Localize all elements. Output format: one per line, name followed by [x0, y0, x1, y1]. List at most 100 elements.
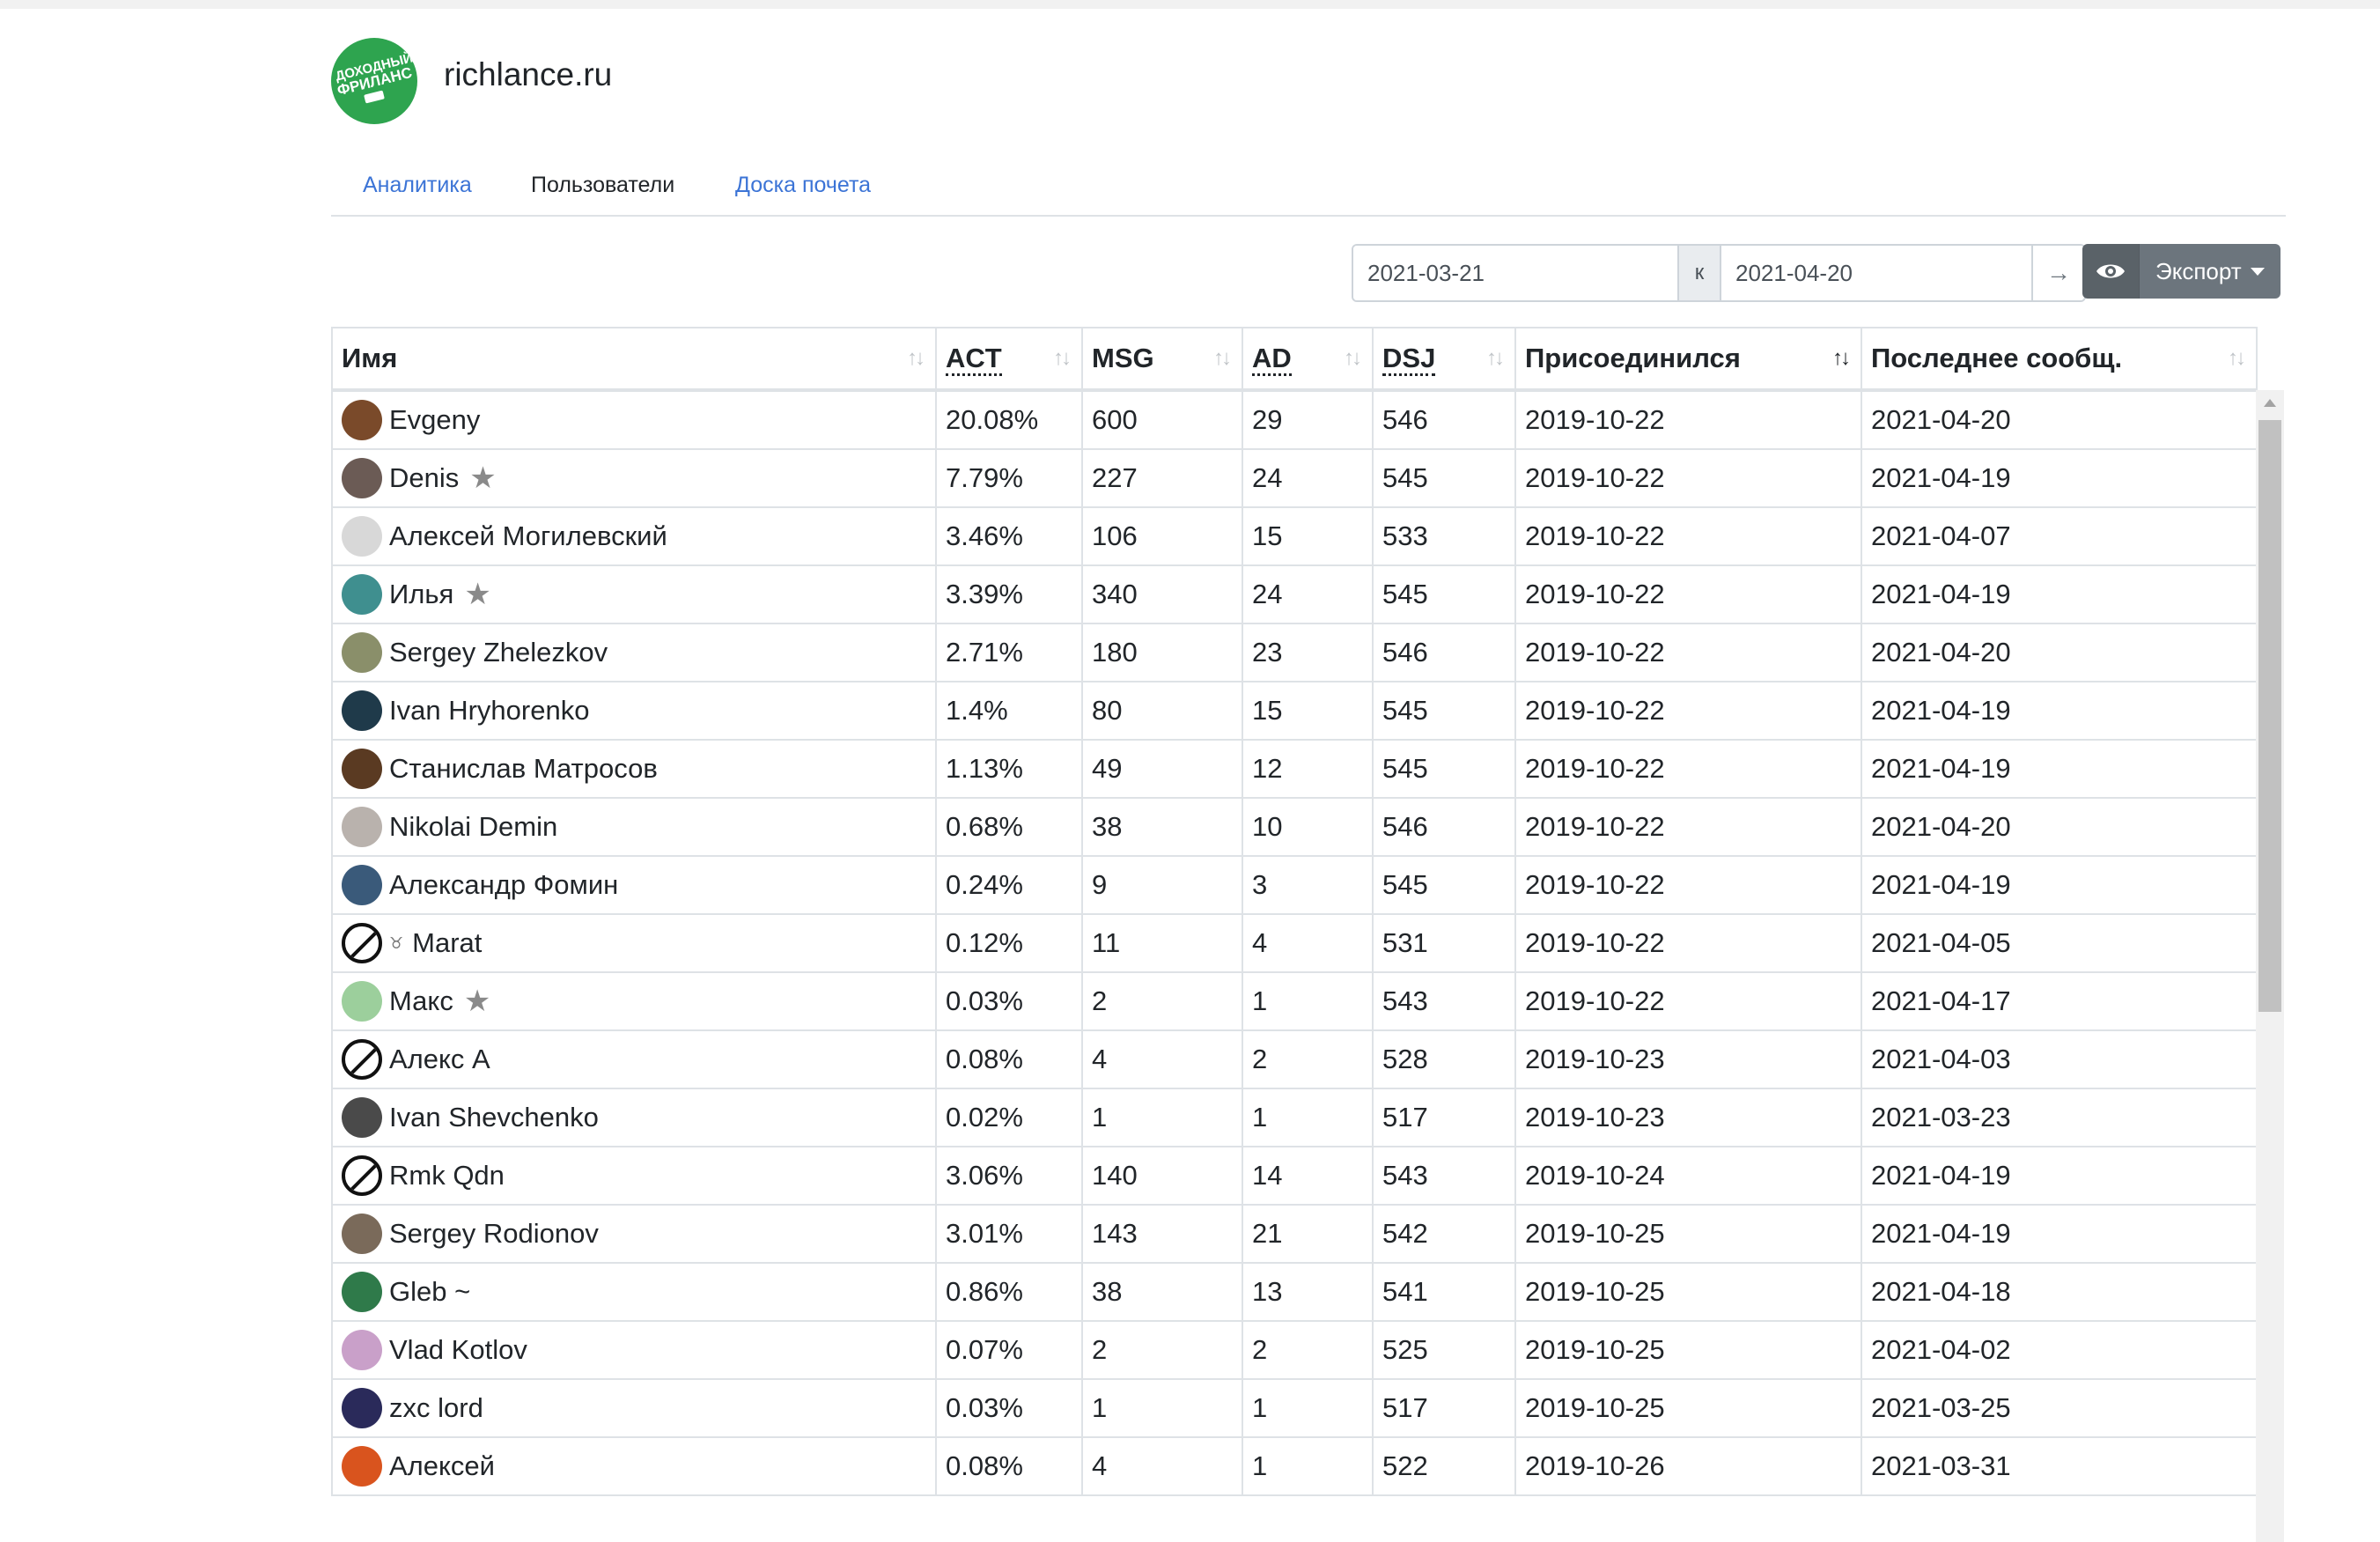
cell-joined: 2019-10-23 — [1514, 1088, 1862, 1147]
user-name[interactable]: Sergey Zhelezkov — [389, 637, 608, 668]
table-row[interactable]: Александр Фомин 0.24% 9 3 545 2019-10-22 2021-… — [331, 855, 2258, 915]
cell-ad: 15 — [1242, 681, 1374, 741]
table-row[interactable]: Vlad Kotlov 0.07% 2 2 525 2019-10-25 2021-04-0… — [331, 1320, 2258, 1380]
table-row[interactable]: Станислав Матросов 1.13% 49 12 545 2019-10-22… — [331, 739, 2258, 799]
cell-last: 2021-04-19 — [1861, 564, 2258, 624]
user-name[interactable]: zxc lord — [389, 1392, 483, 1423]
scrollbar-thumb[interactable] — [2258, 420, 2281, 1012]
table-row[interactable]: zxc lord 0.03% 1 1 517 2019-10-25 2021-03-25 — [331, 1378, 2258, 1438]
table-scrollbar[interactable] — [2256, 390, 2284, 1542]
user-name[interactable]: Станислав Матросов — [389, 753, 658, 784]
eye-icon — [2096, 264, 2125, 278]
date-to-input[interactable] — [1721, 246, 2031, 300]
avatar — [342, 1272, 382, 1312]
table-row[interactable]: Алексей Могилевский 3.46% 106 15 533 2019-10-… — [331, 506, 2258, 566]
user-name[interactable]: Nikolai Demin — [389, 811, 558, 842]
cell-name: Sergey Zhelezkov — [331, 623, 937, 682]
scroll-up-arrow-icon[interactable] — [2264, 399, 2276, 407]
table-header-row: Имя ↑↓ ACT ↑↓ MSG ↑↓ AD ↑↓ DSJ ↑↓ Присоединился ↑↓ П… — [331, 327, 2258, 392]
cell-act: 0.24% — [935, 855, 1083, 915]
cell-ad: 3 — [1242, 855, 1374, 915]
table-row[interactable]: Алекс А 0.08% 4 2 528 2019-10-23 2021-04-03 — [331, 1029, 2258, 1089]
user-name[interactable]: Rmk Qdn — [389, 1160, 505, 1191]
tab-users[interactable]: Пользователи — [531, 173, 675, 197]
avatar — [342, 1097, 382, 1138]
user-name[interactable]: Vlad Kotlov — [389, 1334, 527, 1365]
star-icon: ★ — [464, 578, 491, 611]
cell-ad: 2 — [1242, 1320, 1374, 1380]
table-row[interactable]: Rmk Qdn 3.06% 140 14 543 2019-10-24 2021-04-19 — [331, 1146, 2258, 1206]
table-row[interactable]: ♉ Marat 0.12% 11 4 531 2019-10-22 2021-04-05 — [331, 913, 2258, 973]
tab-analytics[interactable]: Аналитика — [363, 173, 472, 197]
sort-icon[interactable]: ↑↓ — [1053, 346, 1072, 370]
cell-act: 1.13% — [935, 739, 1083, 799]
cell-msg: 227 — [1081, 448, 1243, 508]
user-name[interactable]: Александр Фомин — [389, 869, 619, 900]
user-name[interactable]: Илья — [389, 579, 454, 609]
user-name-cell: Илья ★ — [342, 574, 926, 615]
table-row[interactable]: Gleb ~ 0.86% 38 13 541 2019-10-25 2021-04-18 — [331, 1262, 2258, 1322]
cell-name: Алексей — [331, 1436, 937, 1496]
user-name[interactable]: Sergey Rodionov — [389, 1218, 599, 1249]
avatar — [342, 632, 382, 673]
column-header-msg[interactable]: MSG ↑↓ — [1081, 327, 1243, 392]
table-row[interactable]: Evgeny 20.08% 600 29 546 2019-10-22 2021-04-20 — [331, 389, 2258, 450]
user-name[interactable]: Gleb ~ — [389, 1276, 471, 1307]
user-name[interactable]: Алексей — [389, 1450, 495, 1481]
table-row[interactable]: Sergey Rodionov 3.01% 143 21 542 2019-10-25 20… — [331, 1204, 2258, 1264]
cell-dsj: 545 — [1372, 739, 1516, 799]
sort-icon[interactable]: ↑↓ — [2228, 346, 2246, 370]
column-header-dsj[interactable]: DSJ ↑↓ — [1372, 327, 1516, 392]
site-logo[interactable]: ДОХОДНЫЙ ФРИЛАНС — [331, 38, 417, 124]
avatar — [342, 807, 382, 847]
avatar — [342, 981, 382, 1022]
user-name[interactable]: Алекс А — [389, 1044, 490, 1074]
column-header-label: Последнее сообщ. — [1871, 343, 2123, 373]
user-name[interactable]: Ivan Shevchenko — [389, 1102, 599, 1133]
table-row[interactable]: Denis ★ 7.79% 227 24 545 2019-10-22 2021-04-19 — [331, 448, 2258, 508]
table-row[interactable]: Макс ★ 0.03% 2 1 543 2019-10-22 2021-04-17 — [331, 971, 2258, 1031]
apply-date-button[interactable]: → — [2031, 246, 2084, 300]
sort-icon[interactable]: ↑↓ — [907, 346, 925, 370]
user-name[interactable]: Evgeny — [389, 404, 481, 435]
export-dropdown-button[interactable]: Экспорт — [2139, 244, 2281, 299]
cell-ad: 24 — [1242, 448, 1374, 508]
table-row[interactable]: Nikolai Demin 0.68% 38 10 546 2019-10-22 2021-… — [331, 797, 2258, 857]
user-name-cell: Ivan Hryhorenko — [342, 690, 926, 731]
cell-act: 3.01% — [935, 1204, 1083, 1264]
table-row[interactable]: Илья ★ 3.39% 340 24 545 2019-10-22 2021-04-19 — [331, 564, 2258, 624]
sort-icon[interactable]: ↑↓ — [1213, 346, 1232, 370]
user-name[interactable]: Макс — [389, 985, 453, 1016]
name-emoji: ♉ — [389, 933, 404, 952]
cell-msg: 4 — [1081, 1436, 1243, 1496]
sort-icon[interactable]: ↑↓ — [1344, 346, 1362, 370]
table-row[interactable]: Алексей 0.08% 4 1 522 2019-10-26 2021-03-31 — [331, 1436, 2258, 1496]
sort-icon[interactable]: ↑↓ — [1832, 346, 1851, 370]
user-name[interactable]: Ivan Hryhorenko — [389, 695, 590, 726]
table-row[interactable]: Ivan Shevchenko 0.02% 1 1 517 2019-10-23 2021-… — [331, 1088, 2258, 1147]
column-header-name[interactable]: Имя ↑↓ — [331, 327, 937, 392]
user-name[interactable]: Denis — [389, 462, 460, 493]
column-header-last[interactable]: Последнее сообщ. ↑↓ — [1861, 327, 2258, 392]
column-header-label: ACT — [946, 343, 1002, 376]
user-name[interactable]: Marat — [412, 927, 483, 958]
view-button[interactable] — [2082, 244, 2139, 299]
sort-icon[interactable]: ↑↓ — [1486, 346, 1505, 370]
cell-joined: 2019-10-23 — [1514, 1029, 1862, 1089]
tab-honor-board[interactable]: Доска почета — [735, 173, 872, 197]
cell-name: ♉ Marat — [331, 913, 937, 973]
cell-last: 2021-04-20 — [1861, 797, 2258, 857]
column-header-act[interactable]: ACT ↑↓ — [935, 327, 1083, 392]
cell-ad: 23 — [1242, 623, 1374, 682]
column-header-joined[interactable]: Присоединился ↑↓ — [1514, 327, 1862, 392]
table-row[interactable]: Sergey Zhelezkov 2.71% 180 23 546 2019-10-22 2… — [331, 623, 2258, 682]
table-row[interactable]: Ivan Hryhorenko 1.4% 80 15 545 2019-10-22 2021… — [331, 681, 2258, 741]
column-header-ad[interactable]: AD ↑↓ — [1242, 327, 1374, 392]
cell-msg: 1 — [1081, 1088, 1243, 1147]
user-name[interactable]: Алексей Могилевский — [389, 520, 667, 551]
date-from-input[interactable] — [1353, 246, 1677, 300]
cell-msg: 38 — [1081, 1262, 1243, 1322]
browser-top-strip — [0, 0, 2380, 9]
cell-last: 2021-03-25 — [1861, 1378, 2258, 1438]
cell-act: 0.68% — [935, 797, 1083, 857]
